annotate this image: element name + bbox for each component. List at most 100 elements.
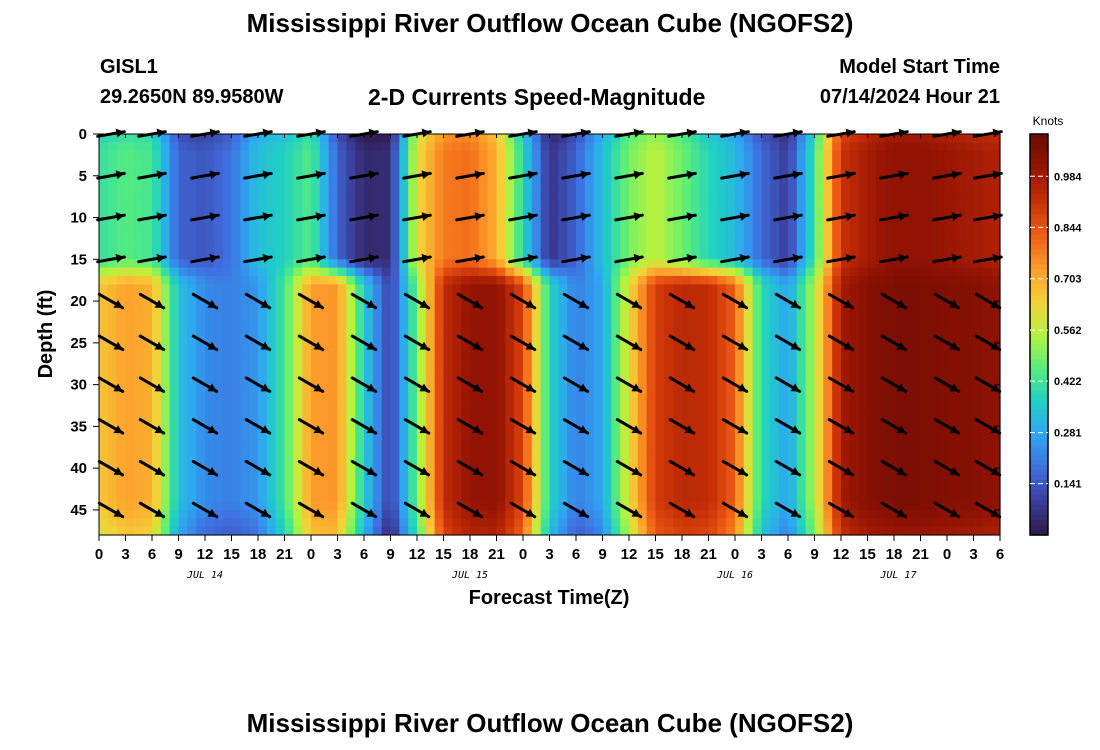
heat-cell <box>920 250 930 260</box>
heat-cell <box>558 401 568 411</box>
heat-cell <box>196 509 206 519</box>
heat-cell <box>602 376 612 386</box>
heat-cell <box>187 225 197 235</box>
heat-cell <box>337 459 347 469</box>
heat-cell <box>611 225 621 235</box>
heat-cell <box>947 184 957 194</box>
heat-cell <box>929 192 939 202</box>
heat-cell <box>964 434 975 444</box>
heat-cell <box>311 250 321 260</box>
heat-cell <box>116 359 127 369</box>
heat-cell <box>849 301 860 311</box>
heat-cell <box>284 309 294 319</box>
heat-cell <box>284 209 294 219</box>
heat-cell <box>355 484 365 494</box>
heat-cell <box>266 142 277 152</box>
heat-cell <box>390 267 400 277</box>
heat-cell <box>293 167 303 177</box>
heat-cell <box>355 284 365 294</box>
heat-cell <box>567 234 577 244</box>
heat-cell <box>761 351 771 361</box>
heat-cell <box>231 384 241 394</box>
heat-cell <box>222 234 233 244</box>
heat-cell <box>143 443 153 453</box>
heat-cell <box>929 267 939 277</box>
heat-cell <box>876 184 886 194</box>
heat-cell <box>726 217 736 227</box>
heat-cell <box>858 142 869 152</box>
heat-cell <box>487 401 498 411</box>
heat-cell <box>876 434 886 444</box>
heat-cell <box>275 351 286 361</box>
heat-cell <box>152 376 162 386</box>
heat-cell <box>540 242 551 252</box>
heat-cell <box>982 225 992 235</box>
heat-cell <box>708 459 718 469</box>
heat-cell <box>673 276 683 285</box>
heat-cell <box>699 518 710 528</box>
heat-cell <box>708 267 718 277</box>
heat-cell <box>938 434 948 444</box>
heat-cell <box>584 409 595 419</box>
heat-cell <box>699 359 710 369</box>
heat-cell <box>452 267 462 277</box>
heat-cell <box>116 292 127 302</box>
heat-cell <box>540 276 551 285</box>
heat-cell <box>743 351 754 361</box>
heat-cell <box>770 468 780 478</box>
heat-cell <box>160 376 171 386</box>
heat-cell <box>152 501 162 511</box>
heat-cell <box>920 276 930 285</box>
heat-cell <box>779 142 789 152</box>
heat-cell <box>470 276 480 285</box>
heat-cell <box>549 493 559 503</box>
heat-cell <box>107 250 118 260</box>
heat-cell <box>584 351 595 361</box>
heat-cell <box>284 401 294 411</box>
heat-cell <box>743 200 754 210</box>
heat-cell <box>682 443 692 453</box>
heat-cell <box>319 443 330 453</box>
heat-cell <box>629 351 639 361</box>
heat-cell <box>452 217 462 227</box>
heat-cell <box>284 459 294 469</box>
heat-cell <box>682 167 692 177</box>
heat-cell <box>160 250 171 260</box>
heat-cell <box>805 200 816 210</box>
heat-cell <box>134 192 144 202</box>
heat-cell <box>823 250 833 260</box>
heat-cell <box>637 326 648 336</box>
heat-cell <box>249 359 259 369</box>
heat-cell <box>823 334 833 344</box>
heat-cell <box>514 468 524 478</box>
heat-cell <box>576 276 586 285</box>
heat-cell <box>620 409 630 419</box>
heat-cell <box>637 409 648 419</box>
heat-cell <box>735 134 745 143</box>
heat-cell <box>205 317 215 327</box>
heat-cell <box>770 359 780 369</box>
heat-cell <box>372 217 383 227</box>
heat-cell <box>364 134 374 143</box>
heat-cell <box>549 401 559 411</box>
heat-cell <box>134 501 144 511</box>
heat-cell <box>973 367 983 377</box>
heat-cell <box>549 184 559 194</box>
heat-cell <box>673 209 683 219</box>
heat-cell <box>576 484 586 494</box>
heat-cell <box>160 217 171 227</box>
heat-cell <box>461 159 471 169</box>
heat-cell <box>699 267 710 277</box>
heat-cell <box>372 451 383 461</box>
heat-cell <box>346 392 356 402</box>
current-vector-head <box>156 128 166 138</box>
heat-cell <box>664 150 674 160</box>
heat-cell <box>982 367 992 377</box>
heat-cell <box>885 301 895 311</box>
heat-cell <box>964 192 975 202</box>
heat-cell <box>567 175 577 185</box>
heat-cell <box>717 418 727 427</box>
heat-cell <box>328 351 339 361</box>
heat-cell <box>434 225 445 235</box>
heat-cell <box>302 434 312 444</box>
